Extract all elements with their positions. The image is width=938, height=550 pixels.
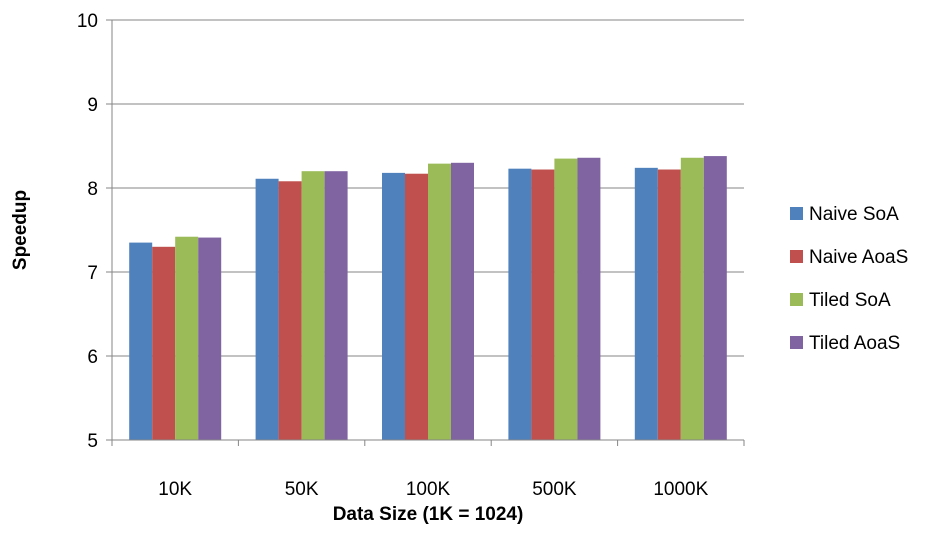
bar-naive-aoas-1000k — [657, 169, 681, 440]
bars — [129, 156, 727, 441]
x-tick-label: 10K — [158, 479, 192, 500]
legend-label: Naive AoaS — [809, 247, 908, 268]
bar-tiled-aoas-100k — [451, 162, 474, 441]
legend-label: Tiled AoaS — [809, 333, 900, 354]
legend-swatch — [790, 207, 803, 220]
y-tick-label: 8 — [87, 179, 98, 200]
bar-naive-soa-100k — [382, 172, 405, 440]
y-tick-label: 10 — [77, 11, 98, 32]
y-tick-label: 6 — [87, 347, 98, 368]
x-tick-label: 50K — [285, 479, 319, 500]
bar-tiled-soa-10k — [175, 236, 199, 440]
legend-swatch — [790, 250, 803, 263]
legend-item: Tiled AoaS — [790, 333, 900, 354]
bar-tiled-soa-100k — [428, 163, 451, 440]
y-axis-title: Speedup — [10, 190, 31, 270]
x-tick-labels: 10K 50K 100K 500K 1000K — [111, 440, 745, 500]
bar-tiled-aoas-10k — [198, 237, 222, 440]
legend-item: Naive SoA — [790, 204, 899, 225]
legend-label: Naive SoA — [809, 204, 899, 225]
bar-tiled-soa-500k — [554, 158, 578, 440]
bar-naive-soa-10k — [129, 242, 153, 440]
legend-swatch — [790, 293, 803, 306]
legend-item: Naive AoaS — [790, 247, 908, 268]
bar-naive-aoas-10k — [152, 246, 176, 440]
y-tick-label: 9 — [87, 95, 98, 116]
bar-naive-aoas-100k — [405, 173, 428, 440]
bar-naive-aoas-500k — [531, 169, 555, 440]
x-tick-label: 500K — [532, 479, 577, 500]
y-tick-label: 7 — [87, 263, 98, 284]
legend-swatch — [790, 336, 803, 349]
axes — [111, 20, 744, 441]
x-axis-title: Data Size (1K = 1024) — [333, 504, 524, 525]
bar-tiled-aoas-50k — [324, 171, 348, 440]
bar-naive-soa-50k — [255, 178, 279, 440]
bar-naive-aoas-50k — [278, 181, 302, 440]
y-tick-labels: 5 6 7 8 9 10 — [77, 11, 112, 452]
x-tick-label: 100K — [406, 479, 451, 500]
bar-naive-soa-1000k — [634, 167, 658, 440]
bar-tiled-soa-50k — [301, 171, 325, 440]
y-tick-label: 5 — [87, 431, 98, 452]
bar-tiled-aoas-1000k — [703, 156, 727, 440]
legend: Naive SoA Naive AoaS Tiled SoA Tiled AoaS — [790, 204, 908, 354]
bar-naive-soa-500k — [508, 168, 532, 440]
legend-label: Tiled SoA — [809, 290, 891, 311]
x-tick-label: 1000K — [653, 479, 708, 500]
legend-item: Tiled SoA — [790, 290, 891, 311]
bar-tiled-aoas-500k — [577, 157, 601, 440]
bar-tiled-soa-1000k — [680, 157, 704, 440]
